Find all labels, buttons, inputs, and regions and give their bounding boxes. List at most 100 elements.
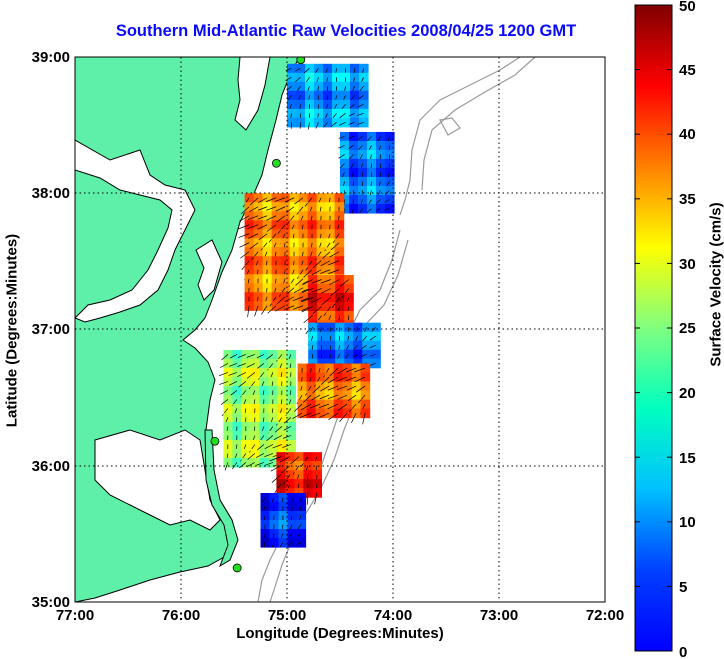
velocity-cell (244, 265, 255, 275)
velocity-cell (342, 372, 353, 383)
velocity-cell (286, 412, 296, 423)
velocity-arrow (261, 305, 268, 315)
velocity-arrow (357, 121, 364, 126)
velocity-arrow (351, 412, 357, 423)
colorbar-tick-label: 50 (679, 0, 696, 15)
velocity-cell (271, 301, 282, 311)
velocity-arrow (272, 506, 275, 512)
velocity-cell (334, 220, 345, 230)
velocity-arrow (367, 136, 372, 142)
velocity-arrow (377, 136, 381, 142)
velocity-cell (244, 202, 255, 212)
velocity-cell (241, 394, 251, 405)
velocity-arrow (311, 279, 322, 284)
velocity-cell (271, 220, 282, 230)
velocity-arrow (362, 412, 366, 425)
velocity-cell (259, 358, 269, 369)
velocity-arrow (279, 456, 291, 463)
velocity-arrow (294, 197, 304, 205)
velocity-cell (280, 229, 291, 239)
velocity-cell (271, 283, 282, 293)
velocity-arrow (350, 95, 355, 100)
velocity-cell (308, 275, 318, 285)
velocity-cell (333, 372, 344, 383)
velocity-cell (262, 220, 273, 230)
velocity-arrow (229, 381, 238, 386)
velocity-cell (325, 193, 336, 203)
velocity-cell (317, 322, 327, 333)
velocity-arrow (264, 462, 274, 466)
velocity-cell (342, 381, 353, 392)
velocity-arrow (282, 435, 292, 439)
velocity-cell (323, 63, 333, 74)
velocity-cell (362, 331, 372, 342)
velocity-cell (262, 202, 273, 212)
velocity-cell (324, 390, 335, 401)
velocity-cell (280, 283, 291, 293)
velocity-cell (340, 131, 350, 142)
velocity-cell (278, 538, 289, 548)
velocity-arrow (221, 354, 229, 361)
velocity-arrow (354, 376, 366, 383)
velocity-cell (262, 301, 273, 311)
velocity-arrow (358, 95, 364, 100)
velocity-cell (326, 311, 336, 321)
velocity-cell (244, 229, 255, 239)
velocity-arrow (329, 354, 332, 360)
velocity-cell (341, 90, 351, 101)
velocity-arrow (269, 456, 282, 462)
velocity-arrow (263, 542, 266, 548)
velocity-cell (359, 117, 369, 128)
velocity-cell (296, 90, 306, 101)
velocity-arrow (327, 394, 339, 400)
velocity-cell (376, 185, 386, 196)
velocity-arrow (345, 376, 357, 382)
velocity-cell (358, 140, 368, 151)
velocity-arrow (361, 353, 367, 357)
velocity-arrow (344, 353, 349, 359)
velocity-cell (241, 358, 251, 369)
velocity-cell (324, 372, 335, 383)
velocity-cell (244, 247, 255, 257)
velocity-arrow (336, 376, 348, 382)
velocity-arrow (263, 515, 266, 521)
velocity-arrow (276, 354, 283, 362)
velocity-cell (296, 63, 306, 74)
x-tick-label: 77:00 (56, 607, 94, 624)
velocity-cell (289, 283, 300, 293)
velocity-arrow (296, 206, 304, 215)
velocity-arrow (379, 172, 381, 178)
velocity-arrow (257, 224, 268, 230)
velocity-cell (315, 363, 326, 374)
velocity-cell (317, 293, 327, 303)
velocity-cell (353, 349, 363, 360)
velocity-cell (269, 538, 280, 548)
velocity-cell (360, 372, 371, 383)
velocity-cell (349, 131, 359, 142)
velocity-arrow (240, 251, 250, 259)
velocity-cell (351, 381, 362, 392)
velocity-cell (286, 349, 296, 360)
velocity-arrow (301, 306, 313, 313)
velocity-arrow (266, 224, 277, 232)
velocity-arrow (298, 95, 301, 101)
velocity-arrow (273, 435, 283, 441)
velocity-arrow (276, 417, 283, 426)
velocity-cell (271, 292, 282, 302)
velocity-arrow (249, 197, 259, 206)
velocity-cell (289, 274, 300, 284)
velocity-cell (298, 256, 309, 266)
velocity-cell (232, 394, 242, 405)
velocity-cell (298, 202, 309, 212)
velocity-arrow (312, 306, 322, 314)
velocity-arrow (288, 533, 293, 538)
grid-lines (75, 57, 605, 602)
velocity-cell (371, 331, 381, 342)
velocity-cell (360, 363, 371, 374)
velocity-cell (333, 381, 344, 392)
velocity-cell (315, 399, 326, 410)
velocity-arrow (384, 208, 390, 211)
velocity-arrow (283, 417, 292, 424)
colorbar-tick-label: 45 (679, 62, 696, 79)
velocity-arrow (251, 251, 259, 261)
